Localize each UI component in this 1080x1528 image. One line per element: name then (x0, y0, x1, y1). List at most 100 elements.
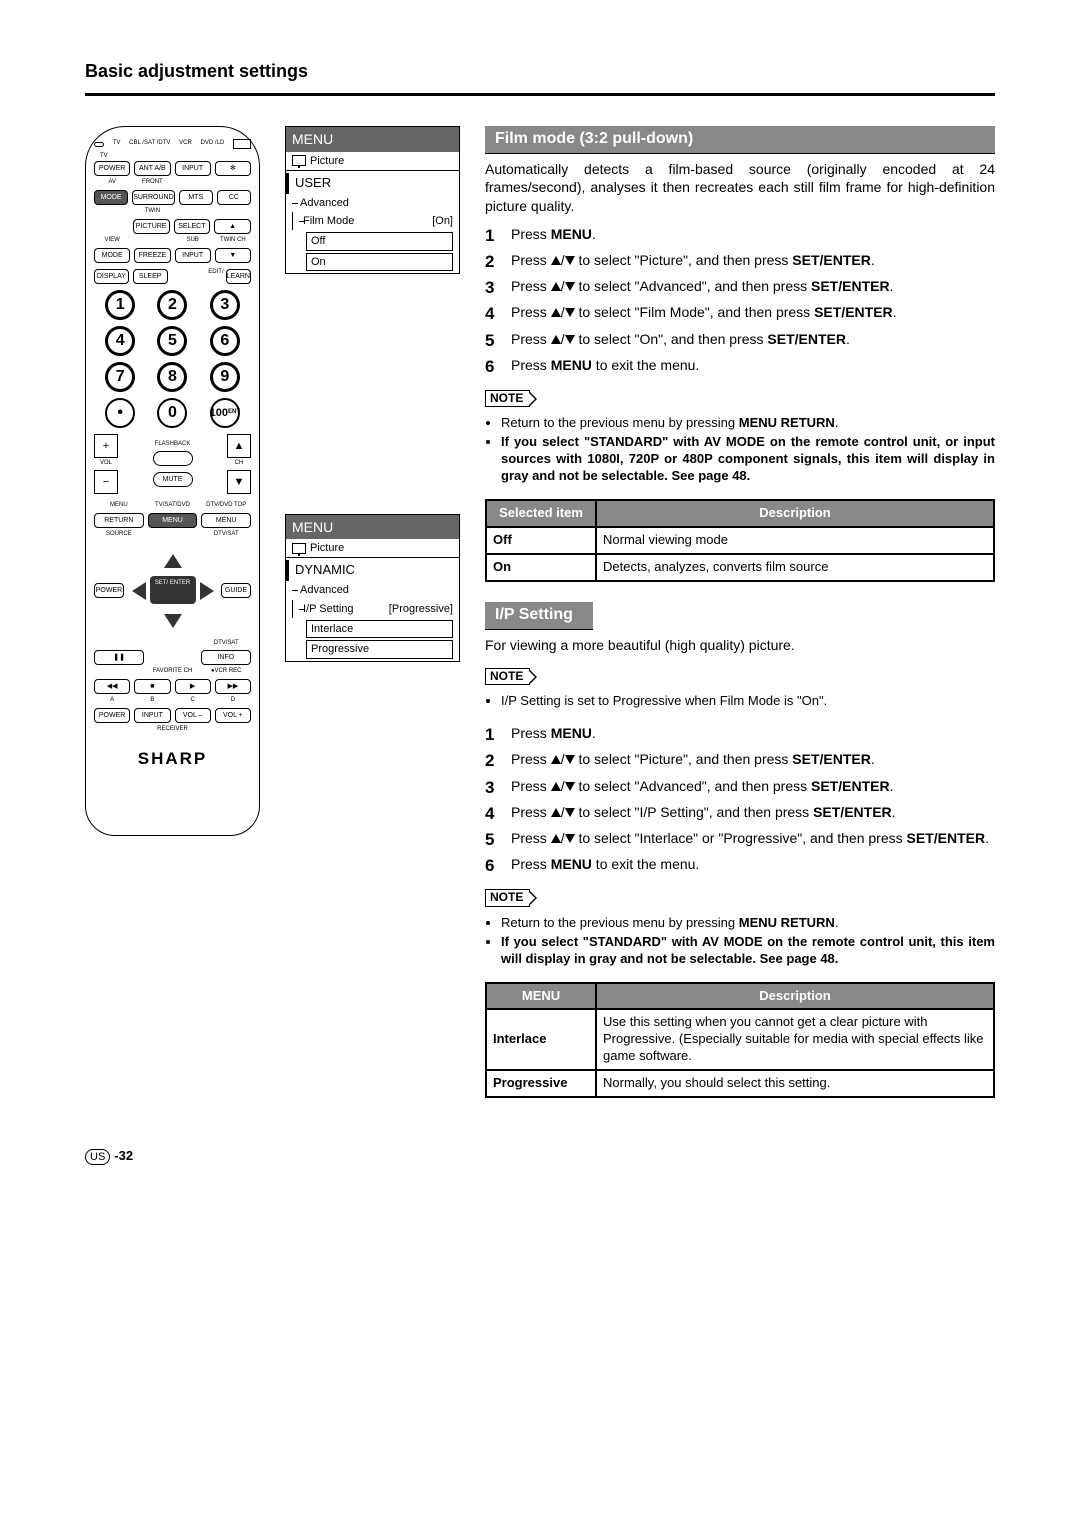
return-button[interactable]: RETURN (94, 513, 144, 528)
num-0[interactable]: 0 (157, 398, 187, 428)
num-8[interactable]: 8 (157, 362, 187, 392)
menu1-on[interactable]: On (306, 253, 453, 271)
mts-button[interactable]: MTS (179, 190, 213, 205)
num-4[interactable]: 4 (105, 326, 135, 356)
ip-pre-notes: I/P Setting is set to Progressive when F… (501, 693, 995, 710)
ip-setting-table: MENUDescription InterlaceUse this settin… (485, 982, 995, 1098)
ff-button[interactable]: ▶▶ (215, 679, 251, 694)
cc-button[interactable]: CC (217, 190, 251, 205)
menu-column: MENU Picture USER Advanced Film Mode[On]… (285, 126, 460, 1118)
lbl-view: VIEW (94, 237, 130, 245)
lbl-av: AV (94, 179, 130, 187)
flashback-button[interactable] (153, 451, 193, 466)
lbl-receiver: RECEIVER (94, 726, 251, 734)
volp-button[interactable]: VOL + (215, 708, 251, 723)
cell: Normal viewing mode (596, 527, 994, 554)
note-item: Return to the previous menu by pressing … (501, 915, 995, 932)
menu1-advanced: Advanced (286, 194, 459, 212)
volm-button[interactable]: VOL – (175, 708, 211, 723)
cell: Progressive (486, 1070, 596, 1097)
ant-button[interactable]: ANT A/B (134, 161, 170, 176)
note-item: I/P Setting is set to Progressive when F… (501, 693, 995, 710)
film-mode-intro: Automatically detects a film-based sourc… (485, 160, 995, 215)
remote-control: TV CBL /SAT /DTV VCR DVD /LD TV POWER AN… (85, 126, 260, 836)
brand-label: SHARP (94, 748, 251, 770)
remote-top-vcr: VCR (179, 140, 192, 148)
vol-up-button[interactable]: + (94, 434, 118, 458)
select-button[interactable]: SELECT (174, 219, 211, 234)
mode-button[interactable]: MODE (94, 190, 128, 205)
menu3-button[interactable]: MENU (201, 513, 251, 528)
surround-button[interactable]: SURROUND (132, 190, 174, 205)
input-button[interactable]: INPUT (175, 161, 211, 176)
num-1[interactable]: 1 (105, 290, 135, 320)
table-row: InterlaceUse this setting when you canno… (486, 1009, 994, 1070)
lbl-b: B (134, 697, 170, 705)
num-6[interactable]: 6 (210, 326, 240, 356)
num-7[interactable]: 7 (105, 362, 135, 392)
mute-button[interactable]: MUTE (153, 472, 193, 487)
display-button[interactable]: DISPLAY (94, 269, 129, 284)
set-enter-button[interactable]: SET/ ENTER (150, 576, 196, 604)
dpad-left[interactable] (132, 582, 146, 600)
num-dot[interactable]: • (105, 398, 135, 428)
menu2-interlace[interactable]: Interlace (306, 620, 453, 638)
up-small-button[interactable]: ▲ (214, 219, 251, 234)
menu1-filmmode-val: [On] (432, 214, 453, 228)
num-100[interactable]: 100ENT (210, 398, 240, 428)
footer-region: US (85, 1149, 110, 1165)
ip-setting-steps: Press MENU.Press / to select "Picture", … (485, 724, 995, 873)
pause-button[interactable]: ❚❚ (94, 650, 144, 665)
lbl-a: A (94, 697, 130, 705)
light-button[interactable]: ✻ (215, 161, 251, 176)
remote-top-dvd: DVD /LD (201, 140, 225, 148)
freeze-button[interactable]: FREEZE (134, 248, 170, 263)
stop-button[interactable]: ■ (134, 679, 170, 694)
vol-down-button[interactable]: − (94, 470, 118, 494)
down-small-button[interactable]: ▼ (215, 248, 251, 263)
step-item: Press / to select "Picture", and then pr… (485, 750, 995, 768)
num-3[interactable]: 3 (210, 290, 240, 320)
power3-button[interactable]: POWER (94, 708, 130, 723)
input2-button[interactable]: INPUT (175, 248, 211, 263)
remote-slider (233, 139, 251, 149)
input3-button[interactable]: INPUT (134, 708, 170, 723)
learn-button[interactable]: LEARN (226, 269, 251, 284)
picture-button[interactable]: PICTURE (133, 219, 170, 234)
ch-up-button[interactable]: ▲ (227, 434, 251, 458)
cell: Interlace (486, 1009, 596, 1070)
play-button[interactable]: ▶ (175, 679, 211, 694)
power-button[interactable]: POWER (94, 161, 130, 176)
menu2-ip: I/P Setting[Progressive] (292, 600, 459, 618)
guide-button[interactable]: GUIDE (221, 583, 251, 598)
menu-button[interactable]: MENU (148, 513, 198, 528)
lbl-sub: SUB (175, 237, 211, 245)
lbl-c: C (175, 697, 211, 705)
remote-column: TV CBL /SAT /DTV VCR DVD /LD TV POWER AN… (85, 126, 260, 1118)
menu2-ip-val: [Progressive] (389, 602, 453, 616)
info-button[interactable]: INFO (201, 650, 251, 665)
dpad-down[interactable] (164, 614, 182, 628)
menu2-advanced: Advanced (286, 581, 459, 599)
ch-down-button[interactable]: ▼ (227, 470, 251, 494)
num-9[interactable]: 9 (210, 362, 240, 392)
dpad-right[interactable] (200, 582, 214, 600)
menu1-picture-label: Picture (310, 154, 344, 168)
dpad-up[interactable] (164, 554, 182, 568)
step-item: Press / to select "On", and then press S… (485, 330, 995, 348)
num-5[interactable]: 5 (157, 326, 187, 356)
sleep-button[interactable]: SLEEP (133, 269, 168, 284)
menu2-progressive[interactable]: Progressive (306, 640, 453, 658)
menu1-filmmode-label: Film Mode (303, 215, 354, 227)
step-item: Press / to select "Advanced", and then p… (485, 777, 995, 795)
menu1-off[interactable]: Off (306, 232, 453, 250)
remote-switch (94, 142, 104, 147)
ip-setting-header: I/P Setting (485, 602, 593, 630)
mode2-button[interactable]: MODE (94, 248, 130, 263)
num-2[interactable]: 2 (157, 290, 187, 320)
lbl-source: SOURCE (94, 531, 144, 539)
rew-button[interactable]: ◀◀ (94, 679, 130, 694)
note-tag-b1: NOTE (485, 668, 530, 686)
power2-button[interactable]: POWER (94, 583, 124, 598)
film-mode-notes: Return to the previous menu by pressing … (501, 415, 995, 485)
